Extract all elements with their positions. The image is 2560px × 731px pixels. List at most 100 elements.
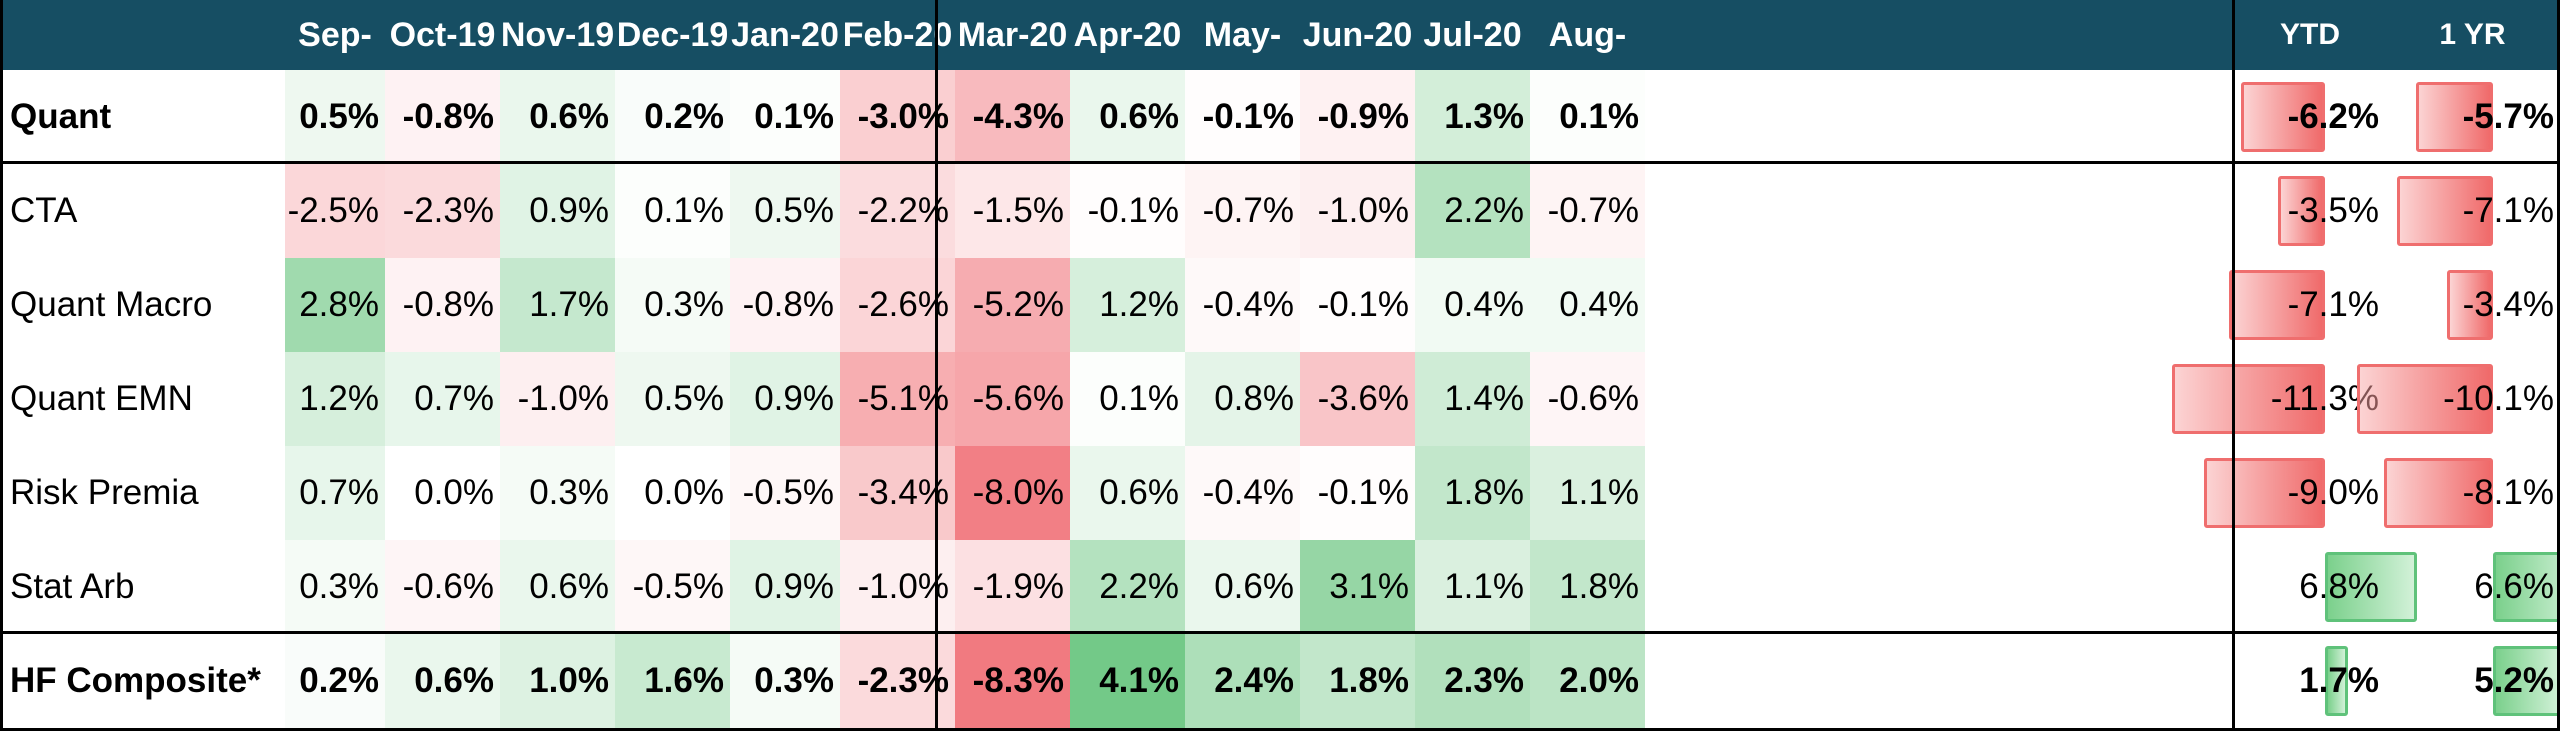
cell-value: 0.6% bbox=[1185, 540, 1300, 634]
cell-value: -0.1% bbox=[1087, 191, 1179, 230]
header-apr-20: Apr-20 bbox=[1073, 16, 1182, 54]
ytd-bar bbox=[2172, 364, 2325, 434]
cell-value: -0.6% bbox=[1530, 352, 1645, 446]
separator-composite bbox=[0, 631, 2560, 634]
cell-value: 2.8% bbox=[285, 258, 385, 352]
cell-value: -2.3% bbox=[385, 164, 500, 258]
row-label: Risk Premia bbox=[10, 473, 199, 512]
cell-value: 3.1% bbox=[1300, 540, 1415, 634]
one_yr-bar bbox=[2493, 552, 2560, 622]
cell-value: -5.6% bbox=[955, 352, 1070, 446]
cell-value: -1.5% bbox=[955, 164, 1070, 258]
one_yr-value: -3.4% bbox=[2462, 285, 2554, 324]
row-label: HF Composite* bbox=[10, 661, 261, 700]
row-label: Quant bbox=[10, 97, 112, 136]
cell-value: 0.0% bbox=[414, 473, 494, 512]
cell-value: -2.5% bbox=[285, 164, 385, 258]
cell-value: 0.6% bbox=[500, 540, 615, 634]
cell-value: 0.5% bbox=[285, 70, 385, 164]
cell-value: 0.6% bbox=[1070, 446, 1185, 540]
cell-value: 0.8% bbox=[1185, 352, 1300, 446]
ytd-value: -7.1% bbox=[2287, 285, 2379, 324]
cell-value: 2.2% bbox=[1070, 540, 1185, 634]
one_yr-bar bbox=[2447, 270, 2493, 340]
cell-value: 0.7% bbox=[285, 446, 385, 540]
header-aug-20: Aug-20 bbox=[1548, 16, 1627, 124]
one_yr-value: -8.1% bbox=[2462, 473, 2554, 512]
one_yr-value: -5.7% bbox=[2462, 97, 2554, 136]
cell-value: 0.3% bbox=[500, 446, 615, 540]
separator-dec-jan bbox=[935, 0, 938, 731]
cell-value: 1.2% bbox=[285, 352, 385, 446]
cell-value: -0.6% bbox=[385, 540, 500, 634]
cell-value: 0.9% bbox=[500, 164, 615, 258]
ytd-bar bbox=[2277, 176, 2325, 246]
cell-value: 1.8% bbox=[1530, 540, 1645, 634]
cell-value: 1.3% bbox=[1415, 70, 1530, 164]
header-dec-19: Dec-19 bbox=[616, 16, 729, 54]
left-border bbox=[0, 0, 3, 731]
one_yr-bar bbox=[2416, 82, 2493, 152]
cell-value: 0.9% bbox=[730, 540, 840, 634]
cell-value: 1.2% bbox=[1070, 258, 1185, 352]
cell-value: -0.1% bbox=[1202, 97, 1294, 136]
bottom-border bbox=[0, 728, 2560, 731]
cell-value: -4.3% bbox=[955, 70, 1070, 164]
row-label: Quant EMN bbox=[10, 379, 193, 418]
header-mar-20: Mar-20 bbox=[957, 16, 1068, 54]
ytd-value: -9.0% bbox=[2287, 473, 2379, 512]
cell-value: -0.8% bbox=[385, 258, 500, 352]
header-feb-20: Feb-20 bbox=[842, 16, 953, 54]
cell-value: -1.0% bbox=[1300, 164, 1415, 258]
header-nov-19: Nov-19 bbox=[500, 16, 615, 54]
cell-value: 0.5% bbox=[615, 352, 730, 446]
cell-value: 0.1% bbox=[1559, 97, 1639, 136]
cell-value: -0.7% bbox=[1530, 164, 1645, 258]
cell-value: -8.3% bbox=[955, 634, 1070, 728]
cell-value: -0.5% bbox=[730, 446, 840, 540]
cell-value: 0.1% bbox=[754, 97, 834, 136]
cell-value: -8.0% bbox=[955, 446, 1070, 540]
header-jun-20: Jun-20 bbox=[1302, 16, 1413, 54]
ytd-bar bbox=[2203, 458, 2325, 528]
separator-quant bbox=[0, 161, 2560, 164]
one_yr-value: -7.1% bbox=[2462, 191, 2554, 230]
one_yr-value: 5.2% bbox=[2474, 661, 2554, 700]
cell-value: 0.6% bbox=[500, 70, 615, 164]
cell-value: 0.4% bbox=[1415, 258, 1530, 352]
cell-value: 2.4% bbox=[1185, 634, 1300, 728]
cell-value: 0.1% bbox=[1099, 379, 1179, 418]
cell-value: -0.1% bbox=[1317, 285, 1409, 324]
cell-value: 1.7% bbox=[500, 258, 615, 352]
cell-value: 2.3% bbox=[1415, 634, 1530, 728]
cell-value: 2.0% bbox=[1530, 634, 1645, 728]
cell-value: -1.9% bbox=[955, 540, 1070, 634]
cell-value: 1.0% bbox=[500, 634, 615, 728]
cell-value: 0.4% bbox=[1530, 258, 1645, 352]
cell-value: 1.1% bbox=[1415, 540, 1530, 634]
cell-value: 0.6% bbox=[1070, 70, 1185, 164]
cell-value: 0.1% bbox=[644, 191, 724, 230]
one_yr-value: 6.6% bbox=[2474, 567, 2554, 606]
header-jan-20: Jan-20 bbox=[731, 16, 839, 54]
cell-value: -0.5% bbox=[615, 540, 730, 634]
header-1-yr: 1 YR bbox=[2439, 18, 2506, 51]
cell-value: 0.6% bbox=[385, 634, 500, 728]
cell-value: 1.1% bbox=[1530, 446, 1645, 540]
cell-value: 1.4% bbox=[1415, 352, 1530, 446]
cell-value: -0.1% bbox=[1317, 473, 1409, 512]
header-ytd: YTD bbox=[2280, 18, 2340, 51]
separator-summary bbox=[2232, 0, 2235, 731]
cell-value: -3.6% bbox=[1300, 352, 1415, 446]
cell-value: -0.4% bbox=[1185, 258, 1300, 352]
ytd-value: 6.8% bbox=[2299, 567, 2379, 606]
row-label: CTA bbox=[10, 191, 78, 230]
cell-value: -5.2% bbox=[955, 258, 1070, 352]
ytd-bar bbox=[2229, 270, 2325, 340]
cell-value: -0.4% bbox=[1185, 446, 1300, 540]
cell-value: 0.5% bbox=[730, 164, 840, 258]
cell-value: 0.2% bbox=[615, 70, 730, 164]
ytd-bar bbox=[2325, 646, 2348, 716]
cell-value: 1.8% bbox=[1300, 634, 1415, 728]
